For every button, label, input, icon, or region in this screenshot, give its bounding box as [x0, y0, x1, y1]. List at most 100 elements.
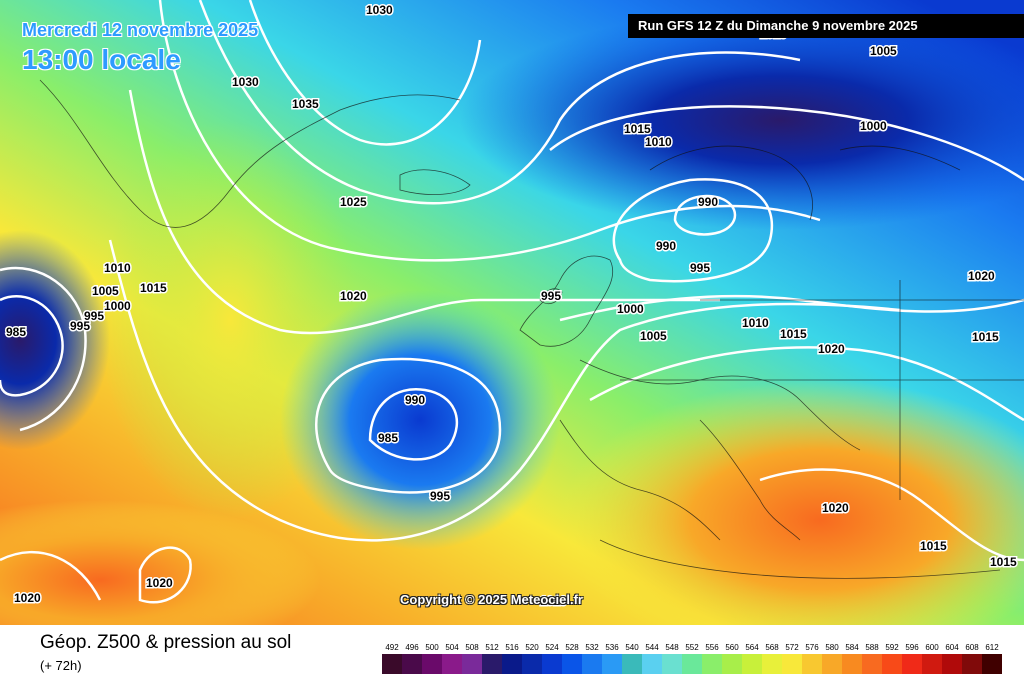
scale-swatch	[822, 654, 843, 674]
scale-tick-label: 576	[805, 643, 819, 652]
isobar-label: 1020	[146, 576, 173, 590]
scale-swatch	[722, 654, 743, 674]
scale-swatch	[462, 654, 483, 674]
isobar-label: 995	[70, 319, 90, 333]
isobar-label: 1015	[780, 327, 807, 341]
isobar-label: 1010	[540, 594, 567, 608]
isobar-label: 1020	[14, 591, 41, 605]
copyright-notice: Copyright © 2025 Meteociel.fr	[400, 592, 583, 607]
scale-swatch	[742, 654, 763, 674]
isobar-label: 1015	[624, 122, 651, 136]
scale-swatch	[602, 654, 623, 674]
scale-tick-label: 500	[425, 643, 439, 652]
scale-swatch	[922, 654, 943, 674]
isobar-label: 995	[84, 309, 104, 323]
isobar-label: 1015	[990, 555, 1017, 569]
scale-tick-label: 572	[785, 643, 799, 652]
isobar-label: 1010	[742, 316, 769, 330]
forecast-date: Mercredi 12 novembre 2025	[22, 20, 259, 40]
isobar-label: 1030	[366, 3, 393, 17]
color-scale: 492 496 500 504 508 512 516 520 524 528 532 536 540 5…	[382, 643, 1002, 674]
isobar-label: 1020	[822, 501, 849, 515]
legend-subtitle: (+ 72h)	[40, 658, 82, 673]
scale-swatch	[982, 654, 1002, 674]
isobar-label: 1020	[340, 289, 367, 303]
scale-tick-label: 512	[485, 643, 499, 652]
isobar-label: 1015	[140, 281, 167, 295]
isobar-label: 1020	[968, 269, 995, 283]
scale-tick-label: 516	[505, 643, 519, 652]
scale-swatch	[842, 654, 863, 674]
forecast-map: 1030103010351025102010151010100510009959…	[0, 0, 1024, 625]
scale-swatch	[542, 654, 563, 674]
scale-tick-label: 508	[465, 643, 479, 652]
scale-swatch	[522, 654, 543, 674]
scale-swatch	[882, 654, 903, 674]
scale-swatch	[482, 654, 503, 674]
scale-tick-label: 604	[945, 643, 959, 652]
isobar-label: 1025	[340, 195, 367, 209]
scale-tick-label: 584	[845, 643, 859, 652]
scale-swatch	[702, 654, 723, 674]
isobar-label: 1030	[232, 75, 259, 89]
scale-tick-label: 608	[965, 643, 979, 652]
scale-tick-label: 524	[545, 643, 559, 652]
scale-tick-label: 596	[905, 643, 919, 652]
isobar-label: 1010	[645, 135, 672, 149]
scale-swatch	[682, 654, 703, 674]
isobar-label: 1010	[104, 261, 131, 275]
scale-tick-label: 560	[725, 643, 739, 652]
scale-swatch	[962, 654, 983, 674]
scale-tick-label: 552	[685, 643, 699, 652]
isobar-label: 1015	[972, 330, 999, 344]
isobar-label: 1005	[870, 44, 897, 58]
scale-tick-label: 580	[825, 643, 839, 652]
isobar-label: 995	[690, 261, 710, 275]
scale-tick-label: 540	[625, 643, 639, 652]
scale-swatch	[802, 654, 823, 674]
isobar-label: 1005	[92, 284, 119, 298]
isobar-label: 995	[541, 289, 561, 303]
scale-swatch	[582, 654, 603, 674]
isobar-label: 1035	[292, 97, 319, 111]
scale-tick-label: 532	[585, 643, 599, 652]
scale-swatch	[662, 654, 683, 674]
scale-swatch	[502, 654, 523, 674]
scale-tick-label: 520	[525, 643, 539, 652]
scale-tick-label: 492	[385, 643, 399, 652]
legend-title: Géop. Z500 & pression au sol	[40, 632, 292, 653]
isobar-label: 1020	[818, 342, 845, 356]
isobar-label: 1005	[640, 329, 667, 343]
scale-tick-label: 544	[645, 643, 659, 652]
isobar-label: 985	[6, 325, 26, 339]
scale-tick-label: 588	[865, 643, 879, 652]
isobar-label: 985	[378, 431, 398, 445]
scale-swatch	[422, 654, 443, 674]
scale-swatch	[762, 654, 783, 674]
model-run-banner: Run GFS 12 Z du Dimanche 9 novembre 2025	[628, 14, 1024, 38]
scale-tick-label: 536	[605, 643, 619, 652]
isobar-label: 995	[430, 489, 450, 503]
scale-tick-label: 496	[405, 643, 419, 652]
isobar-label: 1000	[860, 119, 887, 133]
scale-swatch	[382, 654, 403, 674]
scale-swatch	[622, 654, 643, 674]
scale-tick-label: 564	[745, 643, 759, 652]
scale-tick-label: 548	[665, 643, 679, 652]
scale-tick-label: 504	[445, 643, 459, 652]
scale-tick-label: 528	[565, 643, 579, 652]
isobar-label: 990	[698, 195, 718, 209]
scale-tick-label: 556	[705, 643, 719, 652]
isobar-label: 990	[656, 239, 676, 253]
scale-swatch	[942, 654, 963, 674]
isobar-label: 1000	[617, 302, 644, 316]
forecast-time: 13:00 locale	[22, 44, 181, 75]
scale-tick-label: 568	[765, 643, 779, 652]
scale-tick-label: 612	[985, 643, 999, 652]
scale-swatch	[642, 654, 663, 674]
scale-swatch	[902, 654, 923, 674]
scale-tick-label: 600	[925, 643, 939, 652]
scale-swatch	[562, 654, 583, 674]
scale-swatch	[862, 654, 883, 674]
